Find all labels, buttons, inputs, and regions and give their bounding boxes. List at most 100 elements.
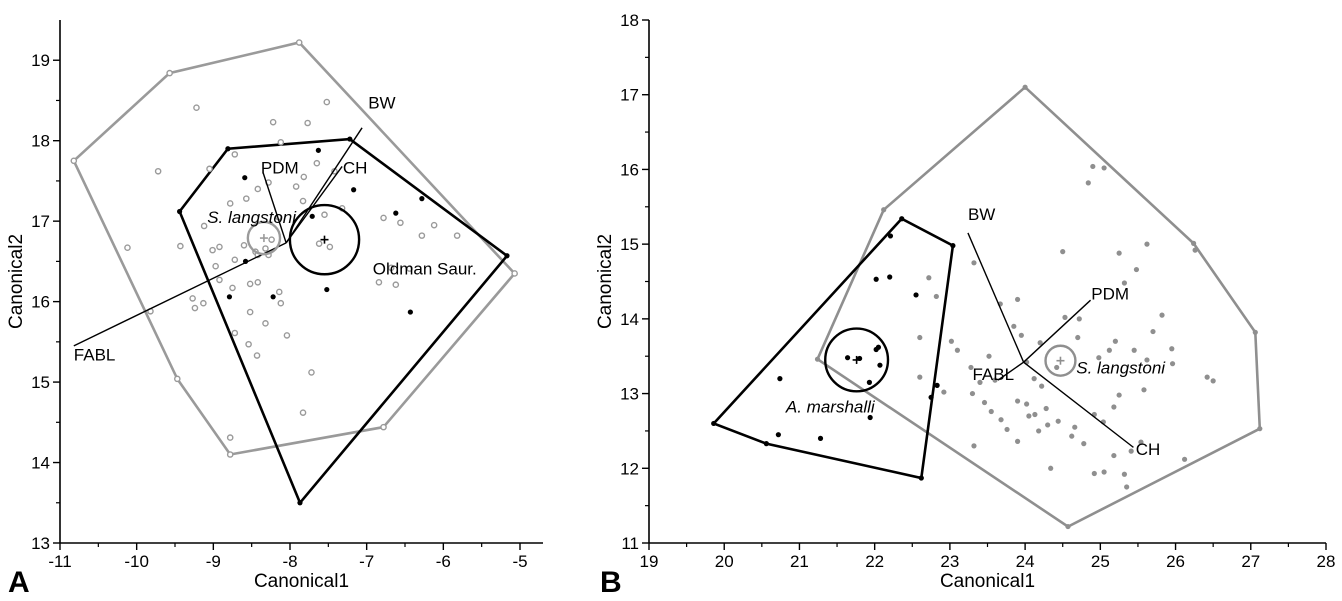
data-point [1106, 347, 1112, 353]
convex-hull [711, 217, 955, 480]
data-point [313, 159, 321, 167]
data-point [1252, 329, 1258, 335]
data-point [315, 147, 321, 153]
biplot-label: CH [343, 159, 368, 178]
biplot-vector [73, 242, 287, 347]
data-point [1141, 387, 1147, 393]
data-point [154, 167, 162, 175]
data-point [231, 151, 239, 158]
data-point [867, 414, 873, 421]
data-point [242, 175, 248, 181]
data-point [1101, 469, 1107, 475]
data-point [1037, 340, 1043, 346]
biplot-label: FABL [74, 345, 116, 364]
y-tick-label: 17 [31, 212, 50, 231]
x-axis-title: Canonical1 [254, 571, 349, 592]
data-point [1014, 296, 1021, 303]
convex-hull [815, 85, 1262, 529]
data-point [242, 195, 250, 202]
data-point [1024, 401, 1030, 407]
data-point [969, 390, 976, 397]
data-point [926, 275, 932, 281]
data-point [941, 389, 947, 395]
data-point [918, 475, 924, 481]
y-axis-title: Canonical2 [6, 234, 27, 329]
data-point [1069, 433, 1075, 439]
data-point [1090, 163, 1096, 170]
data-point [323, 98, 331, 106]
data-point [1257, 426, 1263, 432]
data-point [1018, 332, 1024, 338]
data-point [324, 286, 330, 293]
data-point [240, 241, 248, 249]
data-point [200, 222, 208, 230]
panel-letter: B [600, 566, 622, 599]
data-point [254, 279, 262, 286]
data-point [881, 207, 887, 213]
data-point [1036, 428, 1042, 434]
data-point [1081, 441, 1087, 447]
data-point [1116, 392, 1122, 398]
y-axis-title: Canonical2 [595, 234, 616, 329]
data-point [262, 320, 269, 327]
panel-b: 19 20 21 22 23 24 25 26 27 28 11 12 13 14 15 16 17 18 Cano… [595, 11, 1335, 599]
data-point [347, 136, 353, 142]
data-point [209, 246, 216, 254]
data-point [866, 379, 873, 385]
data-point [913, 292, 919, 298]
data-point [1133, 266, 1140, 273]
biplot-label: CH [1136, 440, 1161, 459]
x-tick-label: 25 [1091, 552, 1110, 571]
data-point [1091, 470, 1097, 477]
data-point [873, 276, 879, 282]
biplot-label: BW [968, 205, 995, 224]
data-point [177, 242, 184, 250]
data-point [1072, 424, 1078, 430]
confidence-circle [246, 220, 282, 256]
x-tick-label: 22 [865, 552, 884, 571]
data-point [295, 39, 303, 46]
data-point [1048, 465, 1054, 471]
data-point [292, 183, 300, 190]
data-point [1004, 426, 1010, 433]
data-point [1159, 312, 1165, 318]
data-point [283, 332, 291, 339]
data-point [297, 500, 303, 506]
data-point [351, 187, 357, 193]
data-point [253, 352, 261, 359]
data-point [873, 346, 879, 353]
data-point [393, 210, 399, 216]
data-point [763, 441, 769, 447]
data-point [1210, 378, 1216, 384]
data-point [1076, 316, 1082, 322]
data-point [315, 240, 323, 247]
data-point [309, 213, 315, 219]
y-tick-label: 14 [620, 310, 639, 329]
data-point [231, 329, 239, 337]
group-label: S. langstoni [207, 208, 297, 227]
data-point [226, 451, 234, 458]
data-point [1121, 280, 1128, 286]
data-point [191, 304, 199, 312]
data-point [971, 260, 977, 266]
data-point [246, 308, 254, 316]
data-point [775, 432, 781, 438]
biplot-vector [967, 232, 1025, 363]
data-point [1054, 364, 1060, 371]
x-tick-label: -9 [206, 552, 221, 571]
panel-letter: A [8, 566, 30, 599]
data-point [270, 294, 276, 300]
y-tick-label: 15 [31, 373, 50, 392]
data-point [950, 243, 956, 249]
data-point [407, 309, 413, 315]
panel-a: -11 -10 -9 -8 -7 -6 -5 13 14 15 16 17 18 19 Canonical1… [6, 20, 543, 599]
data-point [321, 211, 328, 219]
data-point [375, 279, 383, 286]
x-tick-label: 27 [1241, 552, 1260, 571]
y-tick-label: 11 [621, 534, 639, 553]
data-point [380, 423, 387, 431]
y-tick-label: 18 [31, 132, 50, 151]
data-point [268, 236, 275, 243]
data-point [166, 69, 173, 77]
data-point [1032, 411, 1038, 418]
